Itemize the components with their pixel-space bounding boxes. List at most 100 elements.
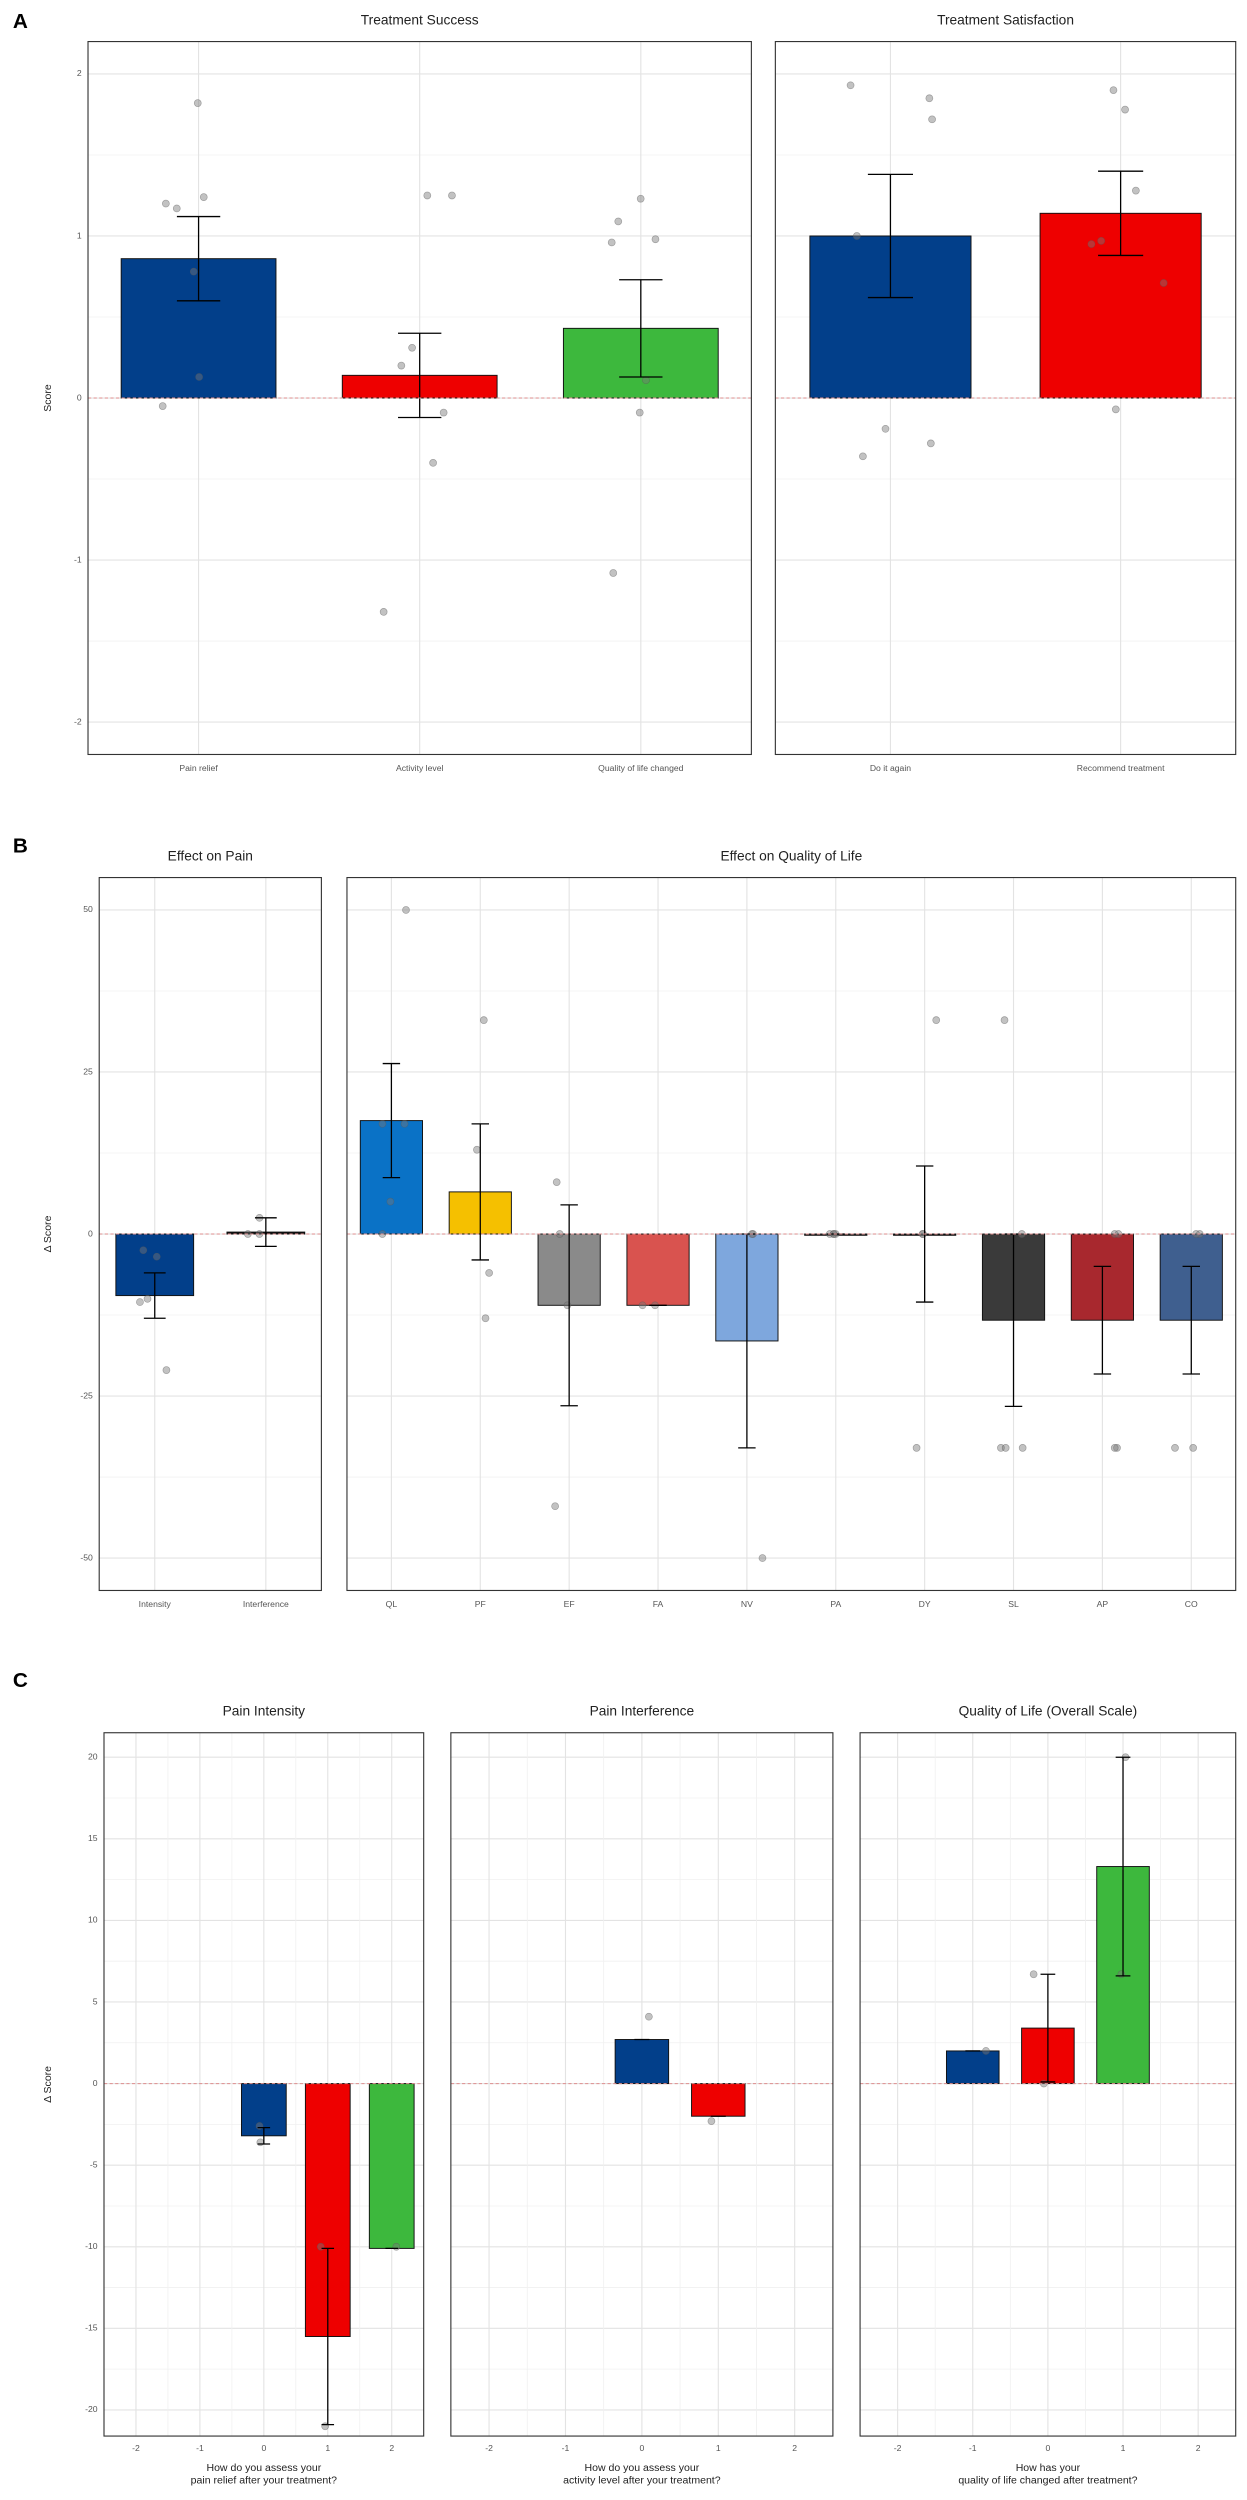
data-point [1109,86,1118,95]
error-bar [471,1123,489,1261]
data-point [481,1314,490,1323]
error-bar [1093,1265,1112,1375]
error-bar [1115,1756,1131,1977]
data-point [614,217,623,226]
data-point [400,1120,409,1128]
error-bar [382,1062,401,1179]
data-point [386,1197,395,1206]
data-point [162,199,170,208]
data-point [926,439,935,448]
y-tick-label: 10 [88,1915,98,1925]
x-axis-label: quality of life changed after treatment? [958,2475,1137,2487]
x-tick-label: -2 [485,2443,493,2453]
y-tick-label: 2 [77,68,82,78]
data-point [378,1120,387,1128]
y-tick-label: -2 [74,716,82,726]
y-tick-label: 0 [88,1228,93,1238]
data-point [607,238,616,247]
data-point [1159,279,1168,287]
data-point [397,361,406,370]
data-point [136,1298,144,1306]
y-tick-label: -10 [85,2241,98,2251]
data-point [846,81,855,90]
data-point [1171,1444,1179,1452]
panel-border [98,876,322,1592]
x-tick-label: 1 [325,2443,330,2453]
x-tick-label: 0 [1045,2443,1050,2453]
x-tick-label: FA [653,1599,664,1609]
data-point [638,1301,647,1310]
panel-border [450,1732,834,2437]
data-point [707,2117,716,2125]
x-tick-label: -1 [969,2443,977,2453]
panel-title: Effect on Quality of Life [720,848,862,863]
panel-title: Treatment Satisfaction [937,12,1074,27]
data-point [912,1444,921,1452]
y-axis-label: Score [42,384,54,412]
panel-label: B [13,835,28,858]
panel-border [859,1732,1237,2437]
bar [614,2039,670,2085]
data-point [645,2012,653,2021]
data-point [651,235,660,244]
data-point [143,1294,152,1303]
x-tick-label: 0 [639,2443,644,2453]
bar [691,2083,746,2117]
x-tick-label: -2 [132,2443,140,2453]
data-point [379,608,388,616]
x-axis-label: How do you assess your [206,2462,321,2474]
y-tick-label: -5 [90,2159,98,2169]
data-point [139,1246,148,1255]
x-tick-label: 1 [716,2443,721,2453]
panel-title: Pain Interference [590,1704,695,1719]
error-bar [560,1204,578,1407]
panel-label: C [13,1669,28,1692]
data-point [563,1301,572,1310]
x-tick-label: NV [741,1599,753,1609]
bar [626,1233,690,1306]
data-point [439,408,448,417]
data-point [392,2242,401,2251]
y-axis-label: Δ Score [42,1215,54,1252]
x-tick-label: 1 [1121,2443,1126,2453]
data-point [642,376,650,385]
x-tick-label: -1 [196,2443,204,2453]
error-bar [619,279,663,378]
bar [945,2050,1000,2085]
error-bar [1182,1265,1200,1375]
x-axis-label: activity level after your treatment? [563,2475,721,2487]
data-point [1117,1970,1126,1979]
data-point [551,1502,559,1511]
x-tick-label: Pain relief [179,763,218,773]
bar [368,2083,415,2249]
data-point [982,2047,990,2055]
x-tick-label: EF [564,1599,575,1609]
x-tick-label: -2 [894,2443,902,2453]
data-point [925,94,934,103]
y-tick-label: -25 [80,1390,93,1400]
data-point [429,458,437,467]
x-tick-label: Do it again [870,763,911,773]
data-point [199,193,208,201]
data-point [316,2242,325,2251]
x-tick-label: -1 [562,2443,570,2453]
error-bar [321,2247,335,2426]
data-point [255,2122,264,2130]
x-tick-label: DY [919,1599,931,1609]
y-tick-label: -15 [85,2323,98,2333]
y-tick-label: 50 [83,904,93,914]
data-point [552,1178,561,1187]
data-point [609,569,618,577]
data-point [1001,1444,1010,1452]
data-point [152,1252,161,1261]
error-bar [257,2126,271,2145]
panel-title: Effect on Pain [168,848,253,863]
y-tick-label: -50 [80,1552,93,1562]
y-tick-label: 1 [77,230,82,240]
data-point [1111,405,1120,414]
x-axis-label: How has your [1016,2462,1081,2474]
data-point [195,373,203,381]
panel-title: Treatment Success [361,12,479,27]
x-tick-label: 2 [389,2443,394,2453]
